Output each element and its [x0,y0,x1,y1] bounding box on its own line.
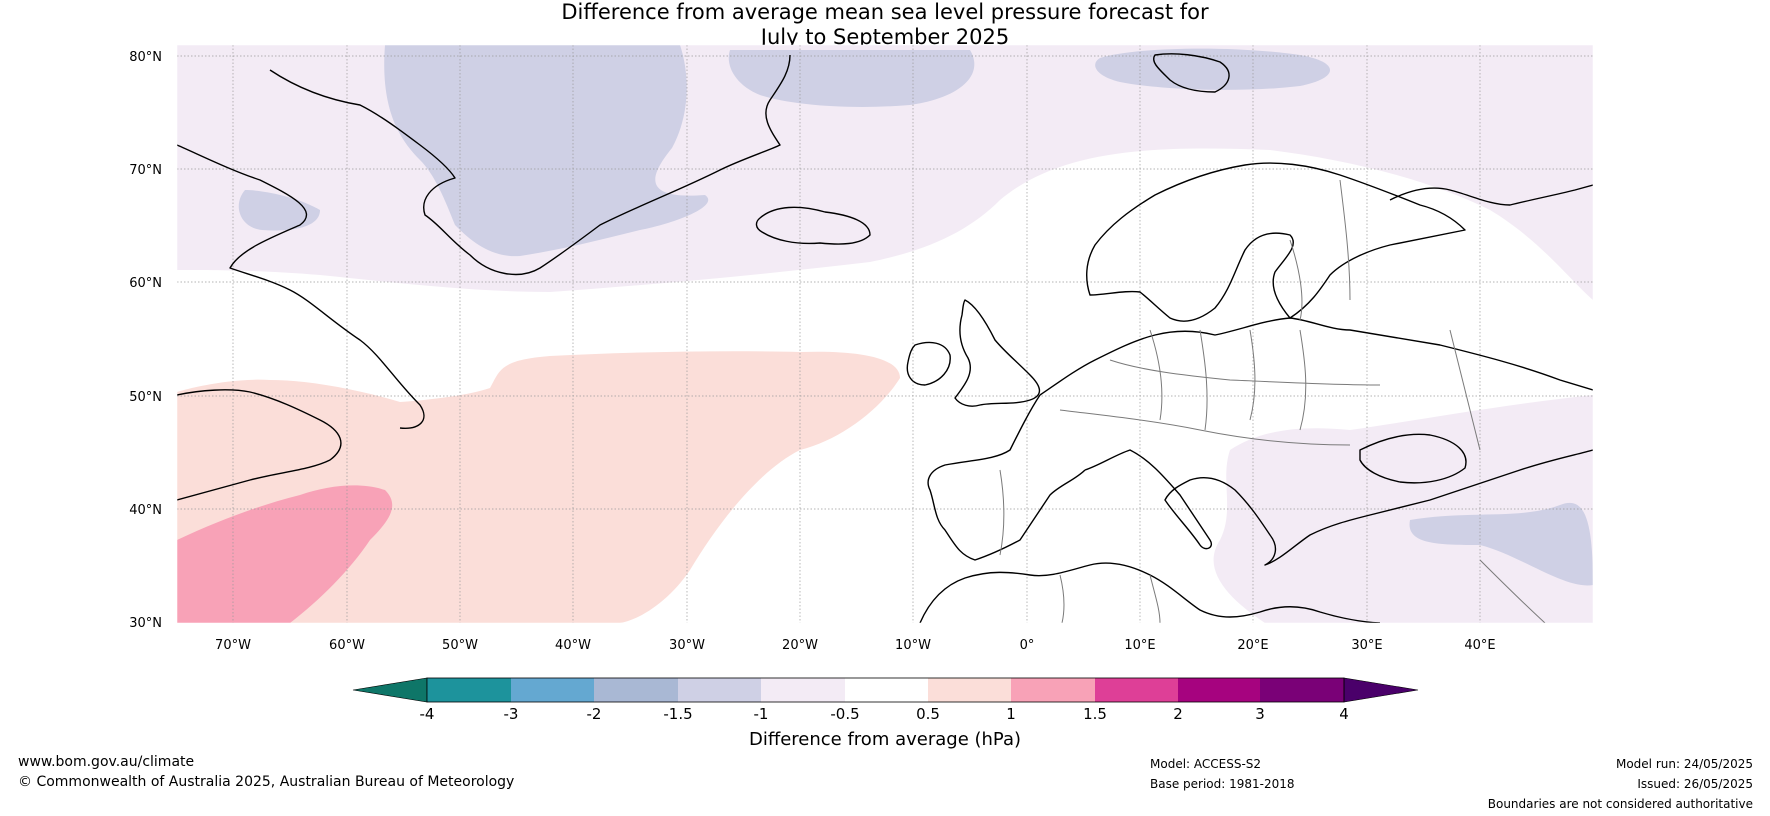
lon-label-10w: 10°W [895,638,931,653]
anomaly-region-strong-positive [177,485,393,623]
lon-label-60w: 60°W [329,638,365,653]
colorbar-swatch-5 [761,678,845,702]
coast-black-sea [1359,433,1467,484]
lon-label-70w: 70°W [215,638,251,653]
lon-label-0: 0° [1020,638,1035,653]
anomaly-region-svalbard [1095,48,1330,90]
latitude-labels: 80°N 70°N 60°N 50°N 40°N 30°N [129,50,162,631]
footer-base-period: Base period: 1981-2018 [1150,777,1295,791]
lat-label-40n: 40°N [129,503,162,518]
footer-model: Model: ACCESS-S2 [1150,757,1262,771]
lat-label-70n: 70°N [129,163,162,178]
colorbar-tick: 1 [1006,705,1016,723]
colorbar-tick: -0.5 [830,705,859,723]
lat-label-60n: 60°N [129,276,162,291]
colorbar-tick: 0.5 [916,705,940,723]
footer-disclaimer: Boundaries are not considered authoritat… [1487,797,1753,811]
colorbar-tick: 3 [1255,705,1265,723]
coast-scandinavia [1086,162,1466,322]
colorbar-tick: -4 [420,705,435,723]
lat-label-80n: 80°N [129,50,162,65]
colorbar-tick: -3 [504,705,519,723]
colorbar-low-extend [352,677,428,703]
lon-label-30e: 30°E [1351,638,1382,653]
coast-maritimes [177,389,342,501]
coast-greenland [269,54,791,276]
lat-label-50n: 50°N [129,390,162,405]
lon-label-30w: 30°W [669,638,705,653]
colorbar-swatch-3 [594,678,678,702]
colorbar-tick: -1.5 [663,705,692,723]
lon-label-10e: 10°E [1124,638,1155,653]
lon-label-50w: 50°W [442,638,478,653]
colorbar-tick: 4 [1339,705,1349,723]
colorbar-swatch-9 [1095,678,1178,702]
coast-canada-arctic [177,144,425,429]
footer-url[interactable]: www.bom.gov.au/climate [18,754,195,770]
colorbar-tick: 2 [1173,705,1183,723]
coast-russia-arctic [1389,184,1593,206]
colorbar-swatch-10 [1178,678,1260,702]
coast-north-africa [919,562,1381,623]
colorbar-high-extend [1343,677,1419,703]
lon-label-40e: 40°E [1464,638,1495,653]
coastlines [177,53,1593,623]
coast-iceland [755,206,871,245]
graticule [177,45,1593,623]
footer-issued: Issued: 26/05/2025 [1637,777,1753,791]
coast-continental-europe [1039,317,1593,396]
anomaly-region-greenland [384,45,709,257]
colorbar-swatch-11 [1260,678,1344,702]
coast-mediterranean-north [1084,449,1593,566]
national-borders [999,179,1546,623]
colorbar-swatch-6 [845,678,928,702]
colorbar-tick: 1.5 [1083,705,1107,723]
lon-label-20e: 20°E [1237,638,1268,653]
coast-svalbard [1153,53,1230,93]
map-title: Difference from average mean sea level p… [0,0,1770,50]
colorbar-tick: -1 [754,705,769,723]
map-area [177,45,1593,623]
colorbar-ticks: -4 -3 -2 -1.5 -1 -0.5 0.5 1 1.5 2 3 4 [420,705,1349,723]
lon-label-20w: 20°W [782,638,818,653]
coast-iberia [927,394,1086,561]
colorbar-swatch-1 [427,678,511,702]
coast-ireland [906,341,951,386]
colorbar-tick: -2 [587,705,602,723]
colorbar [352,677,1419,703]
anomaly-region-canada-north [238,190,320,231]
colorbar-swatch-2 [511,678,594,702]
footer-copyright: © Commonwealth of Australia 2025, Austra… [18,774,515,790]
title-line-1: Difference from average mean sea level p… [561,0,1209,24]
colorbar-swatch-7 [928,678,1011,702]
anomaly-region-turkey [1409,502,1593,586]
anomaly-region-north-atlantic [728,50,975,107]
colorbar-label: Difference from average (hPa) [749,729,1021,750]
coast-britain [954,299,1041,407]
lon-label-40w: 40°W [555,638,591,653]
longitude-labels: 70°W 60°W 50°W 40°W 30°W 20°W 10°W 0° 10… [215,638,1496,653]
colorbar-swatch-4 [678,678,761,702]
footer-model-run: Model run: 24/05/2025 [1615,757,1753,771]
colorbar-swatch-8 [1011,678,1095,702]
lat-label-30n: 30°N [129,616,162,631]
